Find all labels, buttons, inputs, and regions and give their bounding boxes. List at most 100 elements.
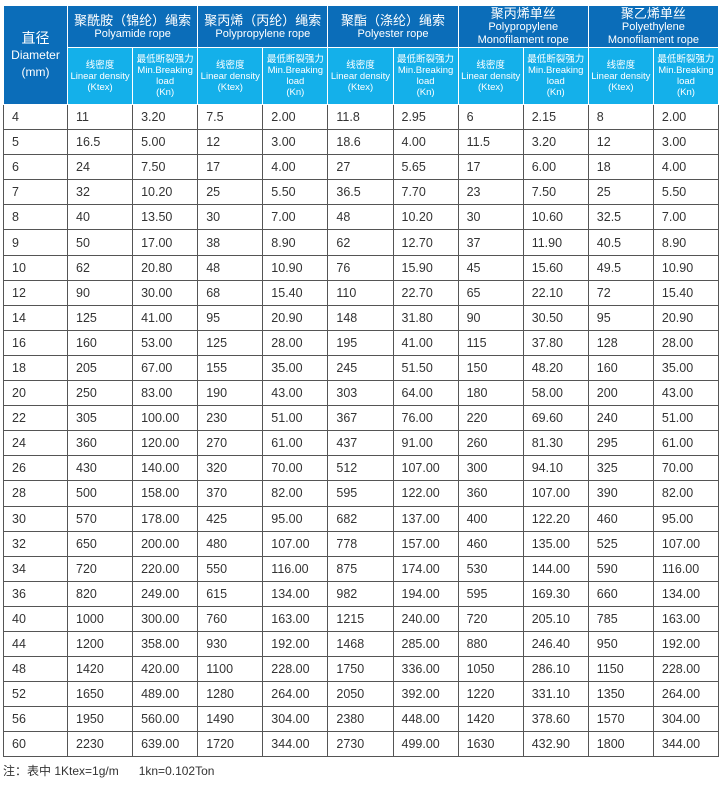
table-cell: 5	[3, 129, 68, 156]
table-cell: 560.00	[132, 706, 199, 733]
density-subheader: 线密度 Linear density (Ktex)	[587, 47, 654, 105]
table-cell: 14	[3, 304, 68, 331]
table-row: 34 720 220.00 550 116.00 875 174.00 530 144.00 59…	[3, 555, 719, 582]
table-cell: 286.10	[522, 656, 589, 683]
group-en: Polyamide rope	[94, 27, 171, 40]
table-cell: 62	[66, 254, 134, 281]
table-row: 16 160 53.00 125 28.00 195 41.00 115 37.80 128 28.…	[3, 329, 719, 356]
table-cell: 325	[587, 455, 654, 482]
table-cell: 10.90	[262, 254, 329, 281]
table-cell: 1950	[66, 706, 134, 733]
table-cell: 7.00	[652, 204, 719, 231]
sub-zh: 最低断裂强力	[266, 54, 324, 65]
table-cell: 30.00	[132, 279, 199, 306]
table-cell: 982	[327, 580, 394, 607]
table-cell: 820	[66, 580, 134, 607]
table-cell: 81.30	[522, 430, 589, 457]
table-cell: 10.90	[652, 254, 719, 281]
table-row: 28 500 158.00 370 82.00 595 122.00 360 107.00 390…	[3, 480, 719, 507]
table-cell: 11	[66, 103, 134, 131]
table-cell: 1800	[587, 731, 654, 758]
table-cell: 107.00	[652, 530, 719, 557]
table-row: 44 1200 358.00 930 192.00 1468 285.00 880 246.40…	[3, 630, 719, 658]
diameter-zh: 直径	[21, 29, 50, 46]
table-cell: 530	[457, 555, 524, 582]
table-row: 24 360 120.00 270 61.00 437 91.00 260 81.30 295 61…	[3, 430, 719, 457]
table-cell: 83.00	[132, 380, 199, 407]
table-cell: 190	[197, 380, 264, 407]
table-cell: 615	[197, 580, 264, 607]
table-cell: 1650	[66, 681, 134, 708]
group-header: 聚酯（涤纶）绳索 Polyester rope	[327, 5, 459, 48]
table-cell: 116.00	[652, 555, 719, 582]
table-cell: 13.50	[132, 204, 199, 231]
table-cell: 432.90	[522, 731, 589, 758]
table-cell: 58.00	[522, 380, 589, 407]
table-row: 26 430 140.00 320 70.00 512 107.00 300 94.10 325 7…	[3, 455, 719, 482]
table-cell: 12	[197, 129, 264, 156]
table-cell: 7.70	[392, 179, 459, 206]
table-cell: 12	[587, 129, 654, 156]
table-cell: 1350	[587, 681, 654, 708]
table-row: 48 1420 420.00 1100 228.00 1750 336.00 1050 286.…	[3, 656, 719, 683]
sub-unit: (Ktex)	[347, 81, 374, 93]
table-cell: 1490	[197, 706, 264, 733]
table-cell: 7.5	[197, 103, 264, 131]
table-cell: 148	[327, 304, 394, 331]
table-cell: 1050	[457, 656, 524, 683]
table-cell: 122.20	[522, 505, 589, 532]
table-cell: 1200	[66, 630, 134, 658]
sub-unit: (Ktex)	[87, 81, 113, 93]
table-cell: 200.00	[132, 530, 199, 557]
table-cell: 64.00	[392, 380, 459, 407]
sub-unit: (Kn)	[416, 87, 435, 98]
table-cell: 7.50	[522, 179, 589, 206]
sub-en: Min.Breaking load	[137, 65, 193, 87]
table-cell: 65	[457, 279, 524, 306]
sub-zh: 最低断裂强力	[657, 54, 715, 65]
table-cell: 344.00	[652, 731, 719, 758]
table-cell: 20.90	[262, 304, 329, 331]
table-cell: 70.00	[652, 455, 719, 482]
table-cell: 70.00	[262, 455, 329, 482]
table-cell: 95.00	[262, 505, 329, 532]
table-cell: 18.6	[327, 129, 394, 156]
table-cell: 28.00	[652, 329, 719, 356]
table-row: 18 205 67.00 155 35.00 245 51.50 150 48.20 160 35.…	[3, 354, 719, 382]
table-cell: 48	[3, 656, 68, 683]
table-cell: 320	[197, 455, 264, 482]
table-cell: 67.00	[132, 354, 199, 382]
table-cell: 68	[197, 279, 264, 306]
table-cell: 720	[66, 555, 134, 582]
table-cell: 1220	[457, 681, 524, 708]
table-cell: 25	[587, 179, 654, 206]
table-cell: 4.00	[262, 154, 329, 181]
table-cell: 785	[587, 605, 654, 632]
table-cell: 163.00	[262, 605, 329, 632]
table-cell: 1420	[457, 706, 524, 733]
sub-en: Linear density	[461, 70, 521, 82]
table-cell: 30	[457, 204, 524, 231]
load-subheader: 最低断裂强力 Min.Breaking load (Kn)	[262, 47, 329, 105]
table-cell: 1000	[66, 605, 134, 632]
table-cell: 285.00	[392, 630, 459, 658]
table-cell: 107.00	[262, 530, 329, 557]
table-cell: 5.00	[132, 129, 199, 156]
table-cell: 24	[3, 430, 68, 457]
table-row: 5 16.5 5.00 12 3.00 18.6 4.00 11.5 3.20 12 3.00	[3, 129, 719, 156]
table-cell: 157.00	[392, 530, 459, 557]
table-cell: 264.00	[262, 681, 329, 708]
density-subheader: 线密度 Linear density (Ktex)	[66, 47, 134, 105]
diameter-en: Diameter	[11, 47, 60, 62]
table-cell: 500	[66, 480, 134, 507]
table-cell: 4	[3, 103, 68, 131]
table-cell: 163.00	[652, 605, 719, 632]
table-cell: 18	[587, 154, 654, 181]
table-cell: 48	[327, 204, 394, 231]
table-cell: 220	[457, 405, 524, 432]
table-cell: 20.90	[652, 304, 719, 331]
table-cell: 18	[3, 354, 68, 382]
table-cell: 43.00	[262, 380, 329, 407]
table-cell: 10.20	[392, 204, 459, 231]
table-cell: 1750	[327, 656, 394, 683]
